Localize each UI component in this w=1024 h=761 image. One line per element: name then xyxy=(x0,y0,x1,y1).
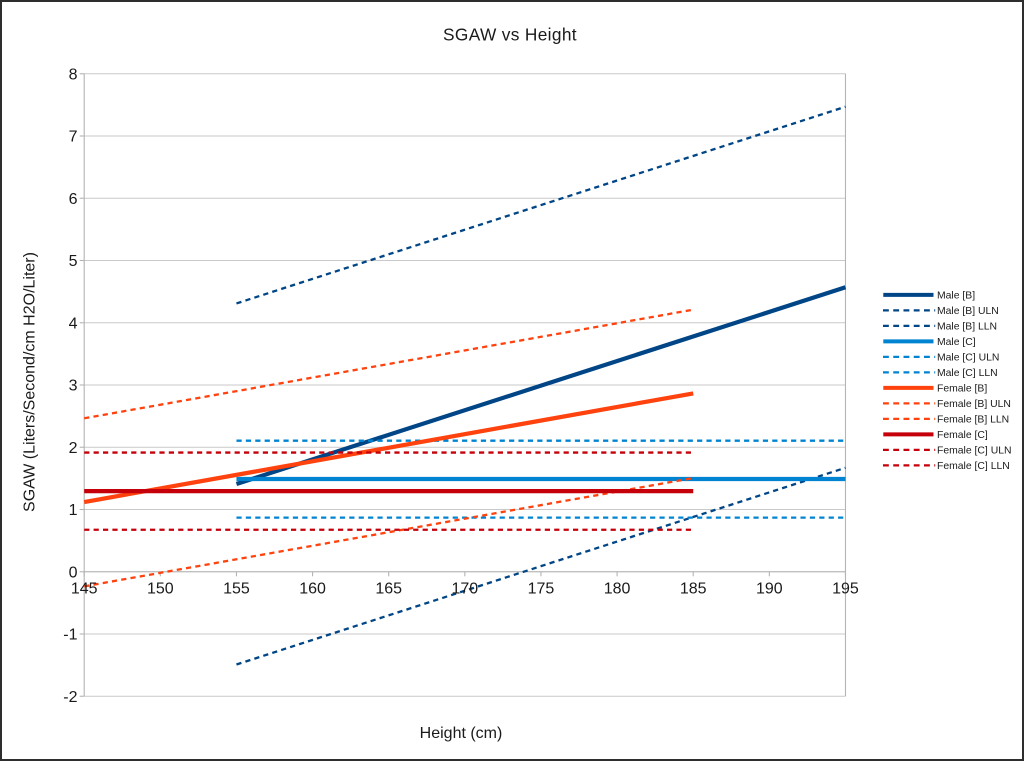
svg-text:4: 4 xyxy=(69,315,78,332)
svg-text:Female [C]: Female [C] xyxy=(937,430,988,441)
svg-text:5: 5 xyxy=(69,253,78,270)
svg-text:1: 1 xyxy=(69,502,78,519)
svg-text:195: 195 xyxy=(832,581,859,598)
svg-text:SGAW vs Height: SGAW vs Height xyxy=(443,25,577,45)
svg-text:180: 180 xyxy=(604,581,631,598)
svg-text:2: 2 xyxy=(69,440,78,457)
svg-text:170: 170 xyxy=(451,581,478,598)
svg-text:Female [B] ULN: Female [B] ULN xyxy=(937,399,1011,410)
svg-text:Height (cm): Height (cm) xyxy=(420,725,503,742)
svg-text:Male [C] ULN: Male [C] ULN xyxy=(937,353,999,364)
svg-text:7: 7 xyxy=(69,129,78,146)
svg-text:Male [C] LLN: Male [C] LLN xyxy=(937,368,998,379)
svg-text:185: 185 xyxy=(680,581,707,598)
svg-text:Male [B] LLN: Male [B] LLN xyxy=(937,322,997,333)
svg-text:Male [C]: Male [C] xyxy=(937,337,976,348)
svg-text:Female [B] LLN: Female [B] LLN xyxy=(937,415,1009,426)
svg-text:3: 3 xyxy=(69,378,78,395)
svg-text:150: 150 xyxy=(147,581,174,598)
svg-text:-1: -1 xyxy=(63,627,77,644)
svg-text:190: 190 xyxy=(756,581,783,598)
svg-text:Female [B]: Female [B] xyxy=(937,384,987,395)
svg-text:160: 160 xyxy=(299,581,326,598)
svg-text:8: 8 xyxy=(69,66,78,83)
svg-text:175: 175 xyxy=(528,581,555,598)
svg-text:Female [C] ULN: Female [C] ULN xyxy=(937,446,1012,457)
svg-text:155: 155 xyxy=(223,581,250,598)
svg-text:SGAW (Liters/Second/cm H2O/Lit: SGAW (Liters/Second/cm H2O/Liter) xyxy=(22,252,39,512)
svg-text:-2: -2 xyxy=(63,689,77,706)
svg-text:6: 6 xyxy=(69,191,78,208)
svg-text:0: 0 xyxy=(69,564,78,581)
svg-text:Female [C] LLN: Female [C] LLN xyxy=(937,461,1010,472)
svg-text:Male [B] ULN: Male [B] ULN xyxy=(937,306,999,317)
svg-text:145: 145 xyxy=(71,581,98,598)
svg-text:Male [B]: Male [B] xyxy=(937,291,975,302)
svg-text:165: 165 xyxy=(375,581,402,598)
